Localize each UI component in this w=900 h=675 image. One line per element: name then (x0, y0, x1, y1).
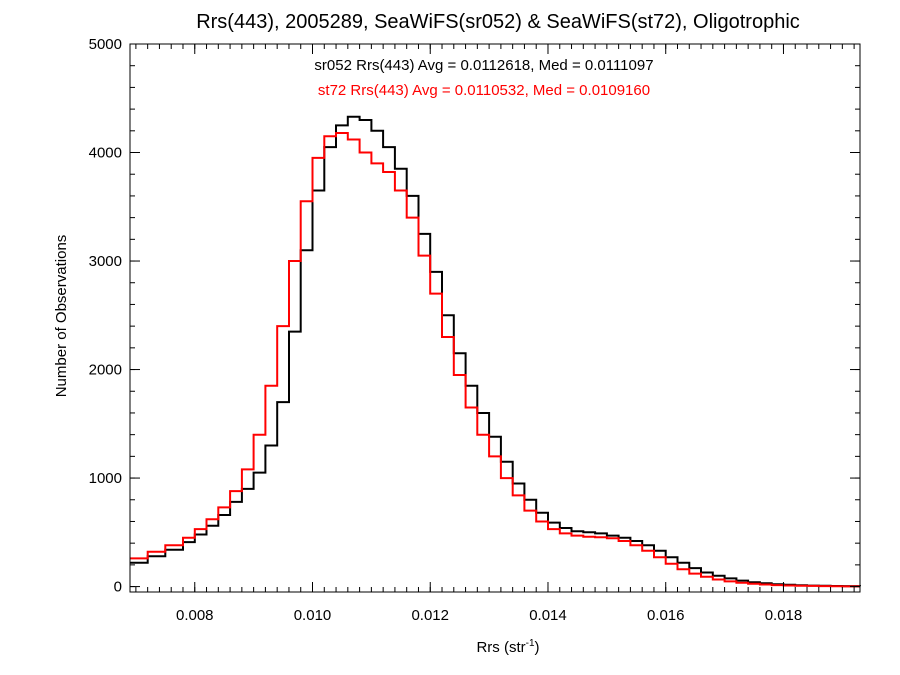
y-tick-label: 2000 (89, 362, 122, 379)
y-tick-label: 4000 (89, 145, 122, 162)
annotation-st72-stats: st72 Rrs(443) Avg = 0.0110532, Med = 0.0… (318, 82, 650, 99)
annotation-sr052-stats: sr052 Rrs(443) Avg = 0.0112618, Med = 0.… (314, 57, 653, 74)
x-axis-label-suffix: ) (535, 639, 540, 656)
ticks-layer: 0.008 0.010 0.012 0.014 0.016 0.018 0 1000 2000 3… (89, 36, 860, 624)
x-tick-label: 0.016 (647, 607, 685, 624)
x-axis-label-main: Rrs (str (476, 639, 525, 656)
x-axis-label-superscript: -1 (526, 638, 535, 649)
series-layer (130, 115, 861, 588)
x-axis-label: Rrs (str-1) (476, 638, 539, 656)
y-tick-label: 1000 (89, 470, 122, 487)
x-tick-label: 0.010 (294, 607, 332, 624)
x-tick-label: 0.014 (529, 607, 567, 624)
plot-frame (129, 43, 861, 593)
y-tick-label: 0 (114, 579, 122, 596)
y-tick-label: 5000 (89, 36, 122, 53)
series-st72-line (130, 132, 860, 588)
x-tick-label: 0.018 (765, 607, 803, 624)
y-axis-label: Number of Observations (53, 235, 70, 398)
series-sr052-line (130, 115, 861, 588)
x-tick-label: 0.008 (176, 607, 214, 624)
chart-title: Rrs(443), 2005289, SeaWiFS(sr052) & SeaW… (196, 11, 800, 33)
y-tick-label: 3000 (89, 253, 122, 270)
x-tick-label: 0.012 (411, 607, 449, 624)
